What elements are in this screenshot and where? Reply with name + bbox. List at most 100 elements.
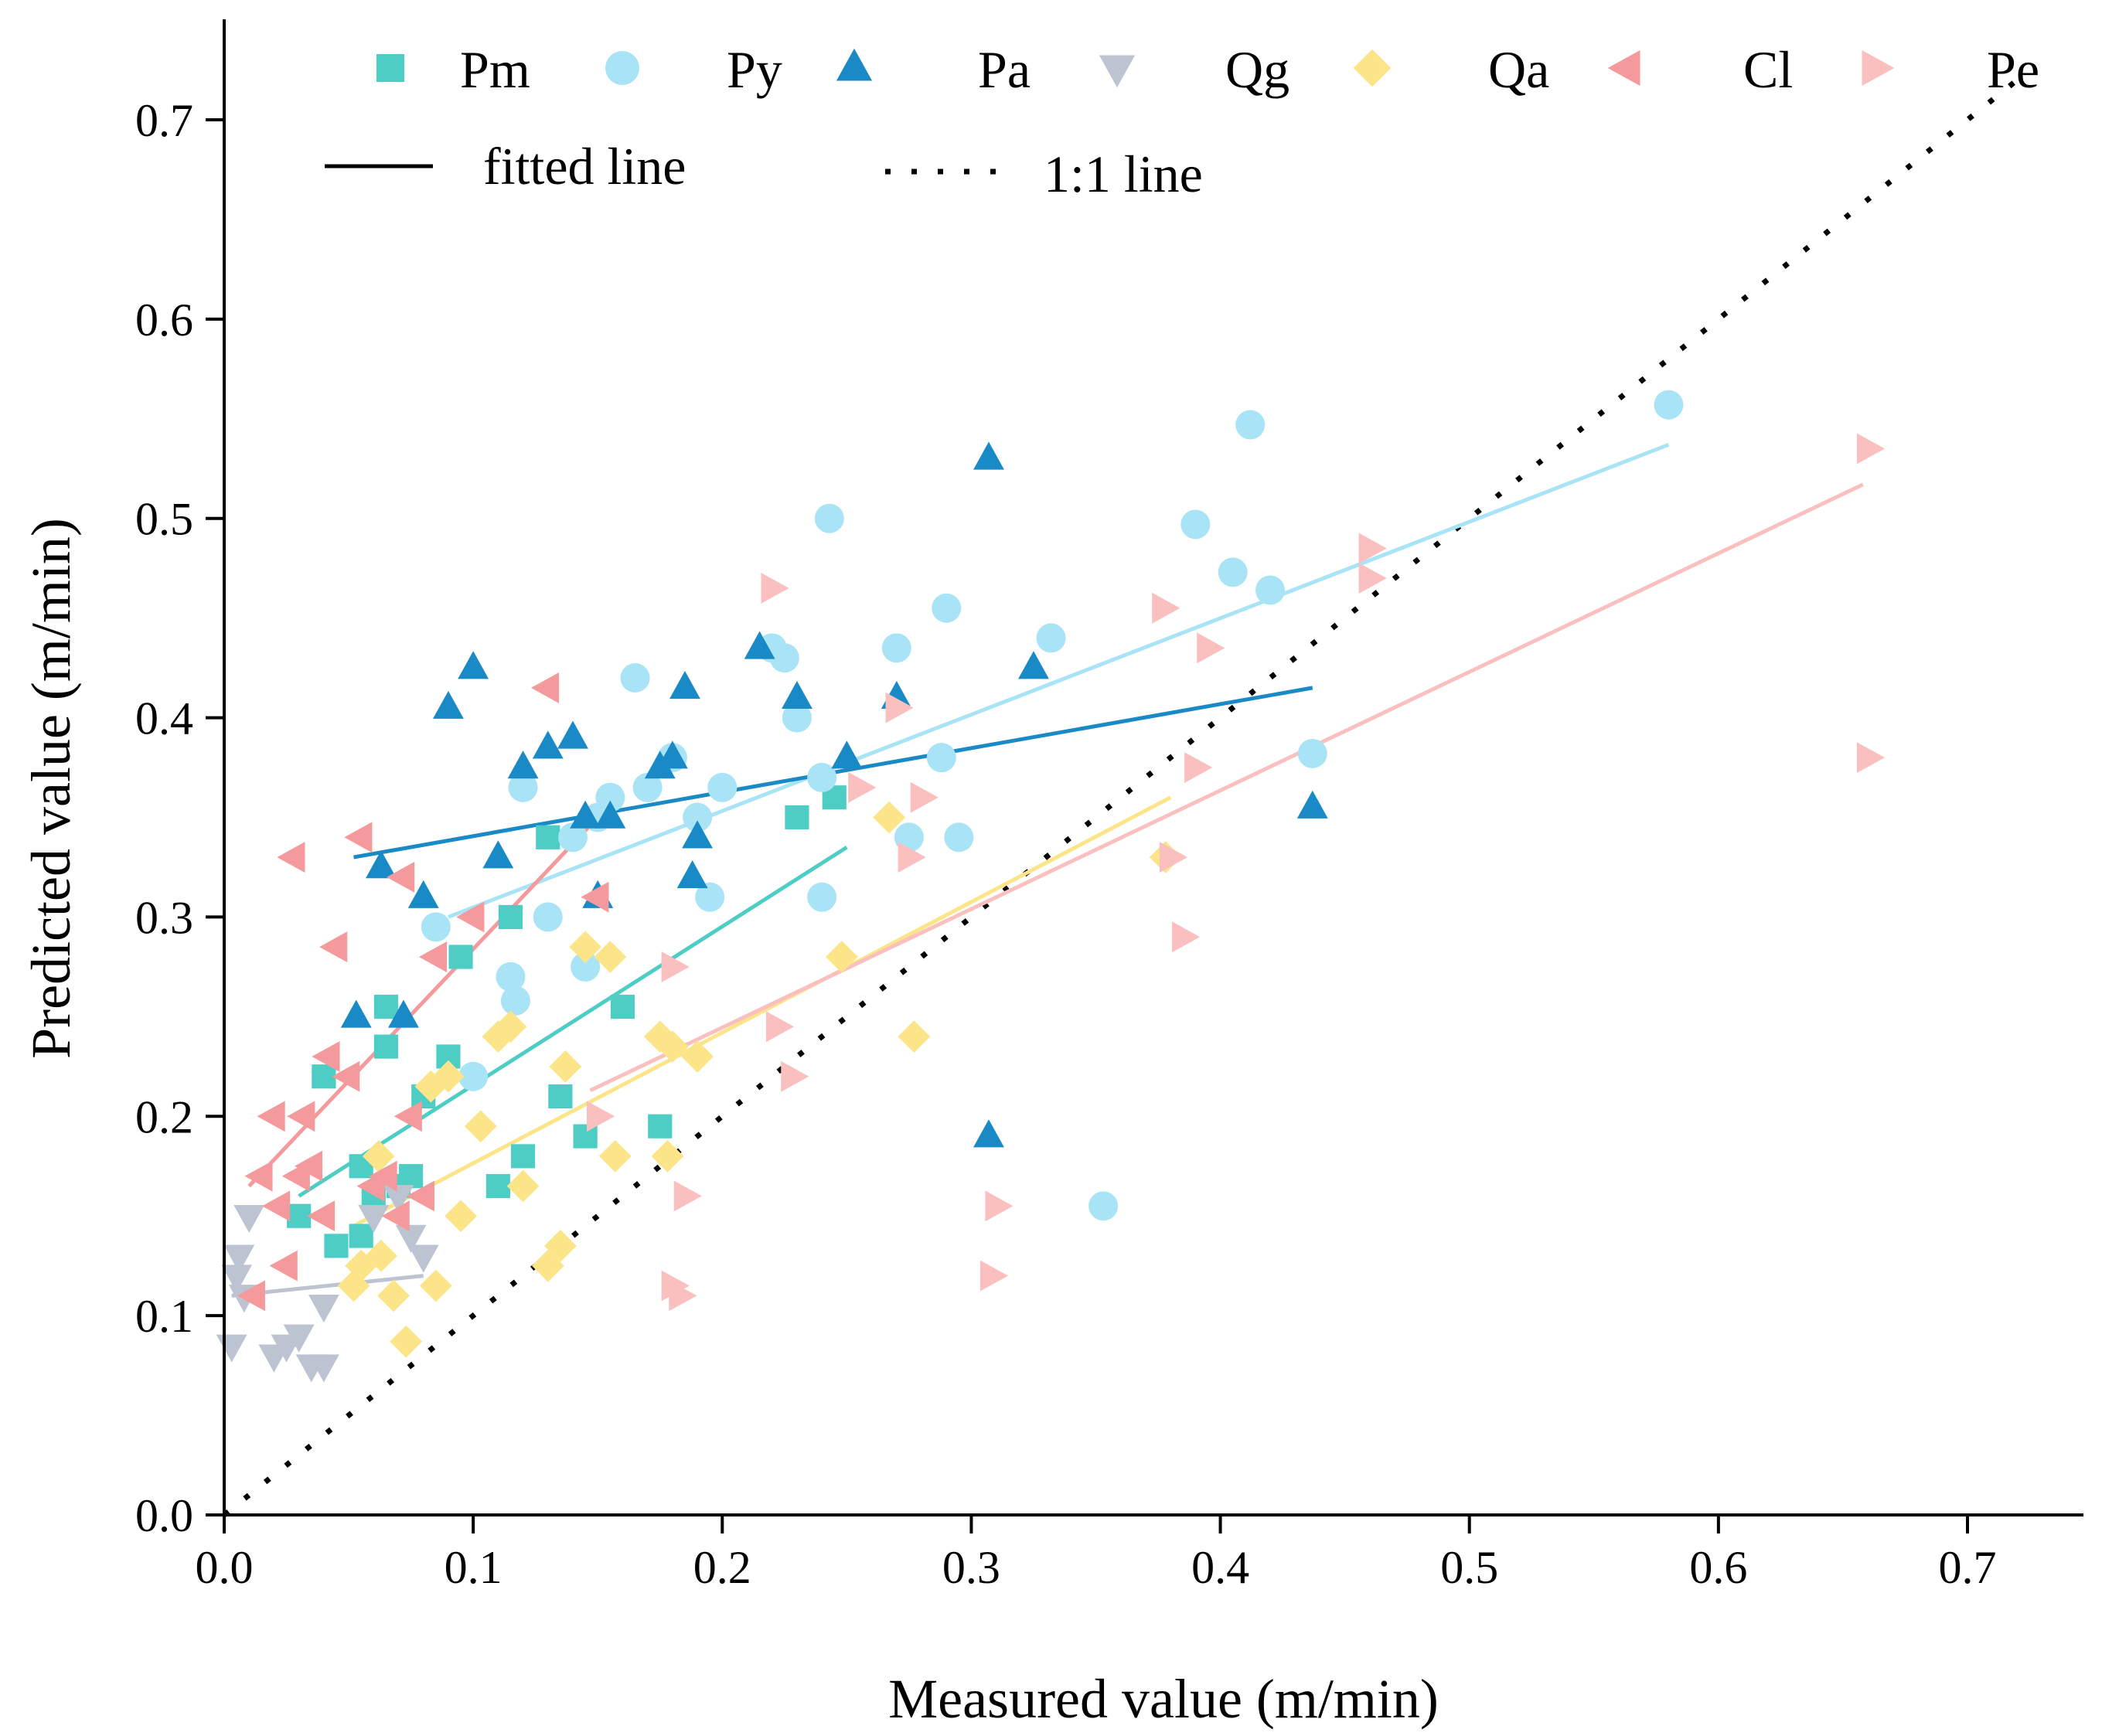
point-pa — [570, 800, 601, 829]
point-pm — [536, 825, 560, 849]
point-pm — [548, 1084, 573, 1109]
point-cl — [319, 931, 348, 963]
point-pe — [781, 1060, 809, 1092]
point-qa — [549, 1050, 582, 1083]
point-pe — [985, 1190, 1014, 1222]
point-py — [632, 772, 663, 802]
point-pe — [1197, 632, 1225, 664]
point-py — [807, 762, 837, 792]
point-pe — [661, 951, 690, 982]
point-qa — [531, 1249, 564, 1282]
one-to-one-line — [222, 77, 2019, 1517]
point-cl — [406, 1180, 434, 1212]
point-pa — [669, 671, 700, 700]
point-cl — [269, 1250, 298, 1282]
point-qa — [464, 1110, 497, 1143]
point-pa — [973, 1119, 1004, 1148]
point-py — [620, 663, 650, 693]
point-py — [707, 772, 738, 802]
point-py — [1218, 557, 1248, 587]
legend: Pm Py Pa Qg Qa Cl Pe fitted line 1:1 line — [325, 40, 2039, 203]
axes — [223, 19, 2083, 1516]
point-pa — [387, 999, 419, 1028]
point-pm — [349, 1224, 373, 1248]
point-pa — [781, 680, 813, 710]
point-py — [881, 633, 911, 663]
point-pa — [676, 860, 708, 889]
point-qg — [383, 1185, 414, 1213]
point-pe — [1152, 592, 1180, 624]
fit-line-cl — [247, 815, 600, 1188]
fit-line-pm — [298, 846, 848, 1198]
legend-one-to-one-label: 1:1 line — [1044, 145, 1203, 203]
point-qg — [216, 1334, 247, 1363]
point-py — [782, 703, 812, 733]
point-py — [814, 503, 844, 533]
point-pa — [366, 850, 397, 879]
point-cl — [262, 1190, 291, 1222]
y-tick-label: 0.6 — [135, 294, 193, 345]
point-pe — [848, 771, 877, 803]
point-py — [595, 782, 625, 812]
point-py — [508, 772, 538, 802]
point-cl — [277, 842, 305, 873]
point-pe — [765, 1011, 795, 1043]
legend-marker-py — [605, 51, 639, 85]
legend-marker-qa — [1353, 49, 1392, 87]
point-qa — [656, 1030, 689, 1063]
point-qg — [233, 1204, 265, 1234]
point-py — [1235, 410, 1266, 440]
point-cl — [369, 1160, 397, 1192]
point-py — [926, 743, 956, 773]
legend-label-qa: Qa — [1488, 40, 1549, 99]
point-pa — [507, 751, 539, 779]
legend-marker-cl — [1607, 49, 1640, 87]
point-py — [1255, 575, 1285, 605]
legend-label-pe: Pe — [1987, 40, 2039, 99]
point-pe — [673, 1180, 702, 1212]
point-pm — [498, 904, 523, 930]
point-pe — [1358, 563, 1387, 594]
point-cl — [393, 1101, 422, 1132]
point-py — [932, 593, 962, 623]
point-pe — [898, 842, 926, 873]
point-py — [769, 643, 799, 673]
point-pm — [373, 994, 398, 1019]
point-py — [496, 962, 526, 992]
point-pm — [573, 1124, 598, 1149]
x-tick-label: 0.1 — [445, 1542, 503, 1593]
point-pa — [532, 730, 564, 759]
point-qa — [598, 1139, 632, 1173]
point-cl — [381, 1200, 410, 1232]
point-py — [500, 985, 530, 1016]
point-py — [695, 882, 725, 912]
point-pa — [656, 740, 688, 769]
legend-label-cl: Cl — [1743, 40, 1793, 99]
y-tick-label: 0.4 — [135, 693, 193, 744]
point-pm — [448, 945, 473, 969]
point-pe — [1184, 752, 1213, 783]
point-pa — [432, 690, 464, 719]
point-qa — [681, 1040, 714, 1073]
point-qa — [419, 1269, 452, 1302]
point-pa — [1296, 790, 1328, 819]
point-pm — [648, 1114, 673, 1139]
point-pe — [669, 1280, 697, 1312]
fit-line-pe — [589, 482, 1864, 1093]
fit-line-py — [448, 442, 1670, 919]
x-tick-label: 0.0 — [196, 1542, 254, 1593]
point-cl — [332, 1060, 360, 1092]
point-pe — [1172, 921, 1201, 953]
point-py — [1180, 509, 1211, 540]
point-pa — [682, 820, 714, 849]
point-py — [458, 1061, 489, 1091]
point-qg — [221, 1265, 253, 1293]
point-py — [1297, 738, 1327, 768]
point-qa — [569, 931, 602, 964]
point-qg — [407, 1244, 439, 1273]
point-py — [558, 822, 588, 853]
point-pe — [1856, 433, 1885, 465]
legend-marker-pm — [376, 53, 405, 83]
legend-label-pm: Pm — [460, 40, 530, 99]
legend-fitted-line-label: fitted line — [483, 137, 686, 196]
